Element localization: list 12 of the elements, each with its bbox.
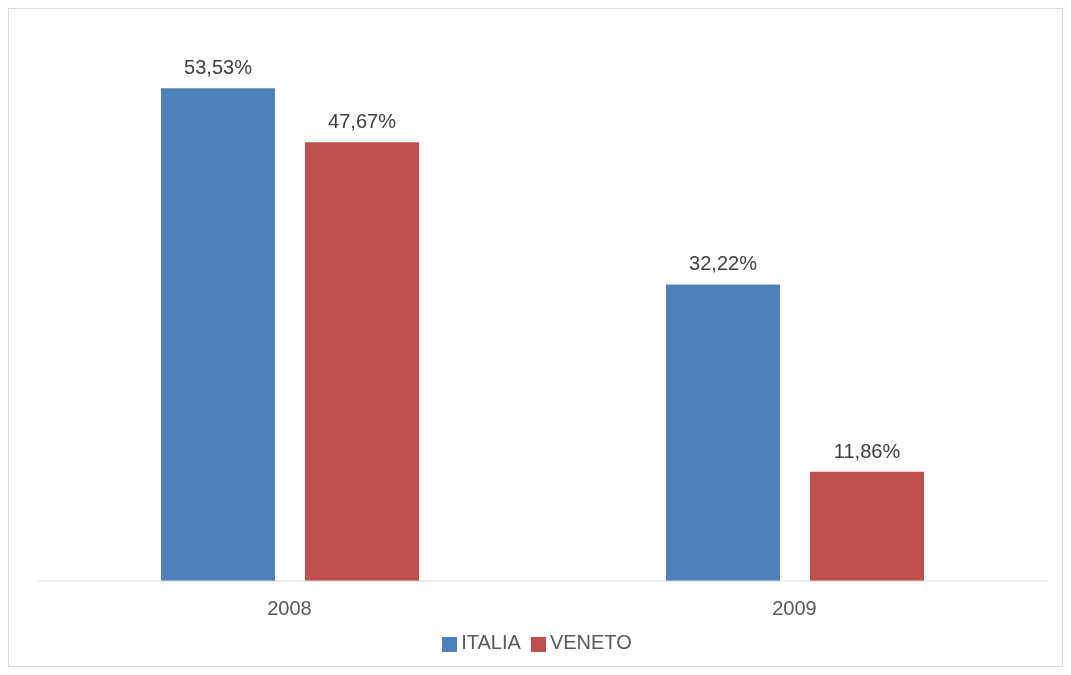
data-label: 11,86% [833, 439, 901, 462]
data-label: 47,67% [328, 110, 397, 133]
data-label: 53,53% [184, 56, 253, 79]
legend-label: VENETO [549, 631, 632, 653]
x-tick-label: 2009 [772, 597, 817, 620]
data-label: 32,22% [689, 252, 758, 275]
x-tick-label: 2008 [267, 597, 312, 620]
bar [810, 471, 924, 581]
legend-label: ITALIA [461, 631, 521, 653]
bar [305, 142, 419, 581]
bar [666, 284, 780, 581]
bar [161, 88, 275, 581]
